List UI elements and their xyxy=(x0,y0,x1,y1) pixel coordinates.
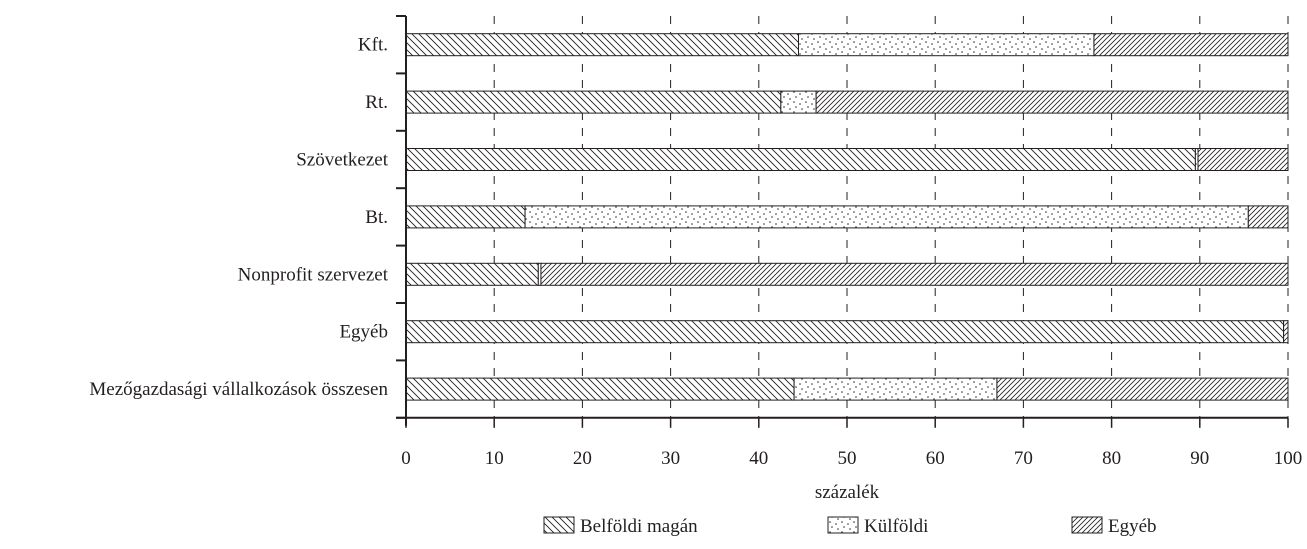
x-tick-label: 30 xyxy=(661,448,680,469)
legend-swatch xyxy=(1071,516,1103,534)
x-axis-label: százalék xyxy=(815,482,880,503)
bar-segment xyxy=(405,377,795,401)
x-tick-label: 10 xyxy=(485,448,504,469)
bars xyxy=(405,33,1289,401)
legend-swatch xyxy=(827,516,859,534)
bar-segment xyxy=(1197,148,1289,171)
category-label: Nonprofit szervezet xyxy=(238,264,389,285)
bar-segment xyxy=(524,205,1249,229)
bar-segment xyxy=(1247,205,1289,229)
category-label: Szövetkezet xyxy=(296,150,389,171)
bar-segment xyxy=(405,90,782,114)
x-tick-label: 60 xyxy=(926,448,945,469)
bar-segment xyxy=(793,377,998,401)
category-label: Egyéb xyxy=(339,322,388,343)
bar-segment xyxy=(996,377,1289,401)
x-tick-label: 90 xyxy=(1190,448,1209,469)
bar-segment xyxy=(405,262,539,286)
legend-label: Külföldi xyxy=(864,516,928,537)
x-tick-label: 50 xyxy=(838,448,857,469)
x-tick-label: 20 xyxy=(573,448,592,469)
bar-segment xyxy=(405,205,526,229)
bar-segment xyxy=(815,90,1289,114)
bar-segment xyxy=(797,33,1095,57)
bar-segment xyxy=(405,33,799,57)
category-label: Mezőgazdasági vállalkozások összesen xyxy=(89,379,388,400)
legend: Belföldi magán Külföldi Egyéb xyxy=(543,516,1157,537)
bar-segment xyxy=(540,262,1289,286)
labels: Kft. Rt. Szövetkezet Bt. Nonprofit szervezet… xyxy=(89,35,1302,503)
axes xyxy=(396,15,1289,428)
legend-label: Belföldi magán xyxy=(580,516,698,537)
bar-segment xyxy=(1283,320,1289,344)
x-tick-label: 80 xyxy=(1102,448,1121,469)
bar-segment xyxy=(1093,33,1289,57)
category-label: Bt. xyxy=(365,207,388,228)
category-label: Rt. xyxy=(365,92,388,113)
x-tick-label: 40 xyxy=(749,448,768,469)
category-label: Kft. xyxy=(358,35,388,56)
gridlines xyxy=(493,16,1289,418)
bar-segment xyxy=(780,90,817,114)
x-tick-label: 100 xyxy=(1274,448,1303,469)
x-tick-label: 0 xyxy=(401,448,411,469)
bar-segment xyxy=(405,148,1196,171)
x-tick-label: 70 xyxy=(1014,448,1033,469)
legend-label: Egyéb xyxy=(1108,516,1157,537)
legend-swatch xyxy=(543,516,575,534)
bar-segment xyxy=(405,320,1285,344)
